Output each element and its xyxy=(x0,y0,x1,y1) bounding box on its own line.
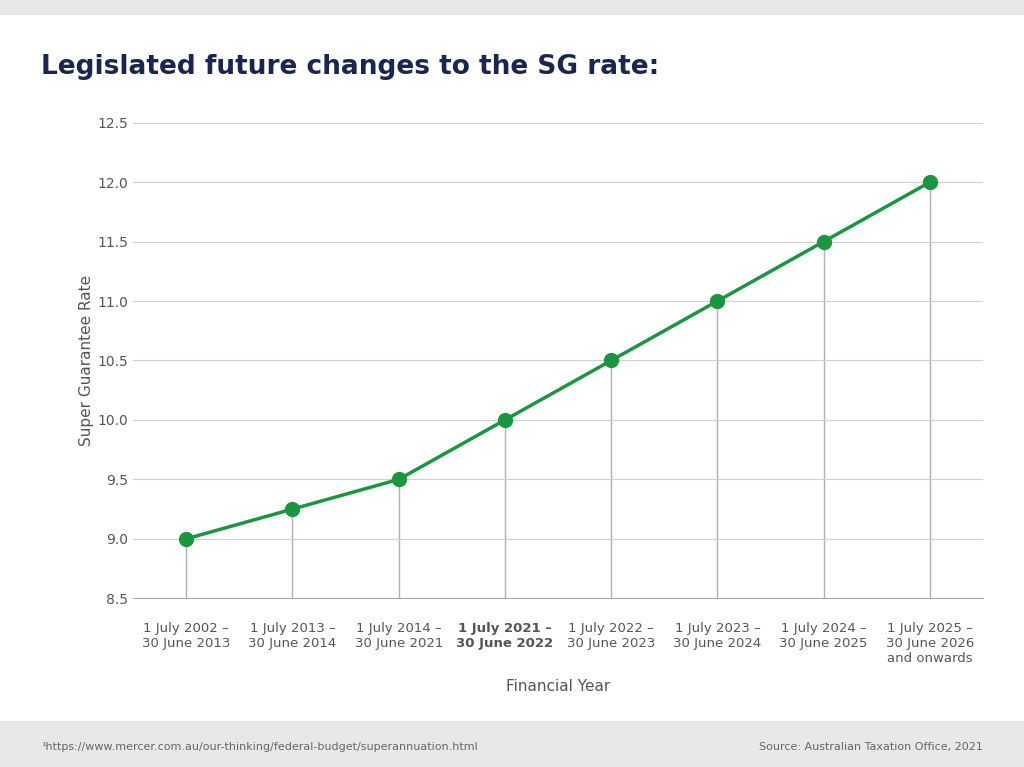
Text: Legislated future changes to the SG rate:: Legislated future changes to the SG rate… xyxy=(41,54,659,80)
Text: 1 July 2014 –
30 June 2021: 1 July 2014 – 30 June 2021 xyxy=(354,622,443,650)
Point xyxy=(285,503,301,515)
Point xyxy=(390,473,407,486)
Point xyxy=(815,235,831,248)
Text: 1 July 2002 –
30 June 2013: 1 July 2002 – 30 June 2013 xyxy=(142,622,230,650)
Text: Financial Year: Financial Year xyxy=(506,679,610,694)
Point xyxy=(178,532,195,545)
Text: 1 July 2013 –
30 June 2014: 1 July 2013 – 30 June 2014 xyxy=(249,622,337,650)
Text: 1 July 2024 –
30 June 2025: 1 July 2024 – 30 June 2025 xyxy=(779,622,868,650)
Point xyxy=(497,414,513,426)
Point xyxy=(603,354,620,367)
Text: ¹https://www.mercer.com.au/our-thinking/federal-budget/superannuation.html: ¹https://www.mercer.com.au/our-thinking/… xyxy=(41,742,478,752)
Text: Source: Australian Taxation Office, 2021: Source: Australian Taxation Office, 2021 xyxy=(759,742,983,752)
Point xyxy=(922,176,938,189)
Point xyxy=(710,295,726,308)
Y-axis label: Super Guarantee Rate: Super Guarantee Rate xyxy=(79,275,94,446)
Text: 1 July 2021 –
30 June 2022: 1 July 2021 – 30 June 2022 xyxy=(457,622,554,650)
Text: 1 July 2022 –
30 June 2023: 1 July 2022 – 30 June 2023 xyxy=(567,622,655,650)
Text: 1 July 2023 –
30 June 2024: 1 July 2023 – 30 June 2024 xyxy=(674,622,762,650)
Text: 1 July 2025 –
30 June 2026
and onwards: 1 July 2025 – 30 June 2026 and onwards xyxy=(886,622,974,665)
